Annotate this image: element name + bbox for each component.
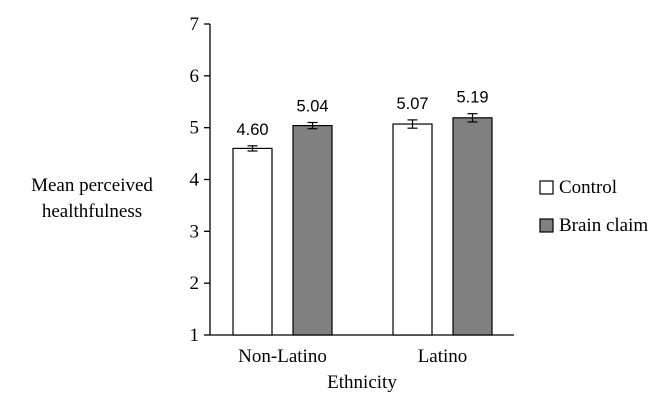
y-tick-label: 5 xyxy=(190,118,200,139)
data-label: 4.60 xyxy=(236,121,268,139)
bars xyxy=(232,113,493,336)
y-tick-label: 3 xyxy=(190,221,200,242)
data-label: 5.04 xyxy=(296,97,328,115)
data-label: 5.07 xyxy=(396,95,428,113)
legend-label: Brain claim xyxy=(559,215,648,236)
bar xyxy=(292,124,333,336)
legend-swatch xyxy=(539,218,554,233)
y-axis-title-line: healthfulness xyxy=(42,201,142,222)
legend-swatch xyxy=(539,180,554,195)
x-tick-label: Non-Latino xyxy=(238,346,327,367)
data-label: 5.19 xyxy=(456,89,488,107)
x-axis-title: Ethnicity xyxy=(327,372,397,393)
y-tick-label: 4 xyxy=(190,170,200,191)
labels: 1 2 3 4 5 6 7 4.60 5.04 Non-Latino 5.07 5.19 Latino E… xyxy=(31,14,488,393)
y-tick-label: 1 xyxy=(190,325,200,346)
bar xyxy=(392,123,433,336)
legend: Control Brain claim xyxy=(539,177,648,236)
bar xyxy=(452,117,493,336)
y-axis-title-line: Mean perceived xyxy=(31,175,153,196)
y-tick-label: 6 xyxy=(190,66,200,87)
y-tick-label: 2 xyxy=(190,273,200,294)
legend-label: Control xyxy=(559,177,617,198)
y-tick-label: 7 xyxy=(190,14,200,35)
bar xyxy=(232,147,273,336)
x-tick-label: Latino xyxy=(418,346,468,367)
